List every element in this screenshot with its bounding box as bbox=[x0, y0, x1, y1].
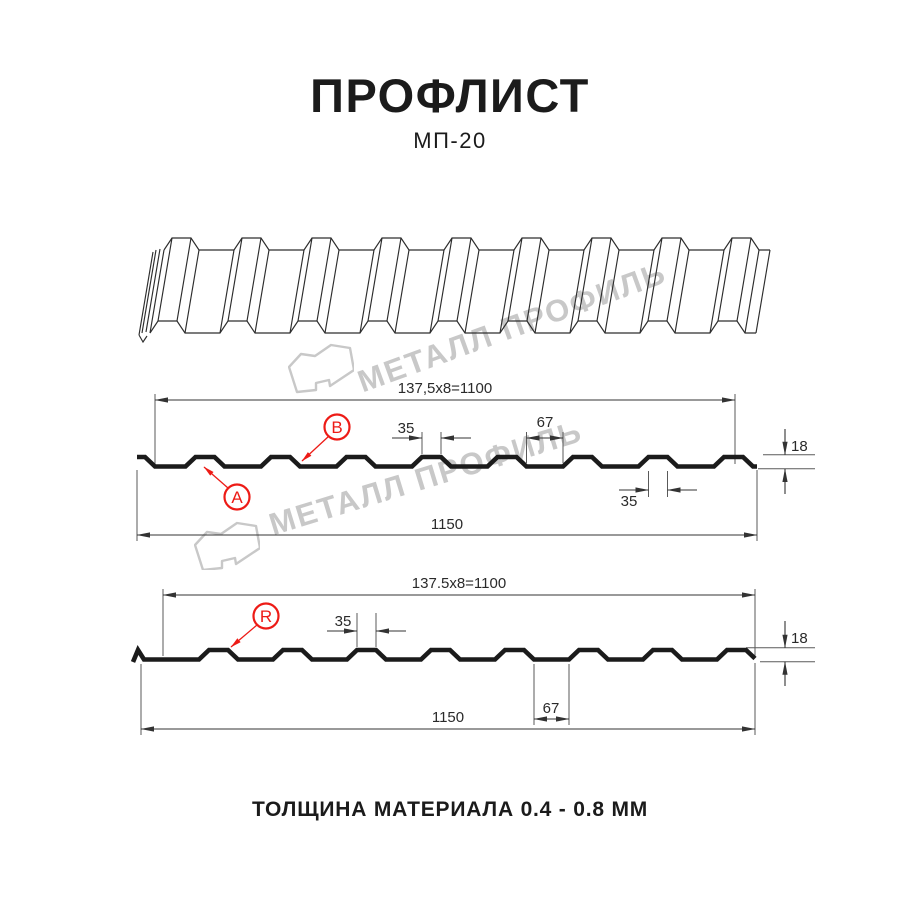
callout-r-circle bbox=[252, 602, 280, 630]
dim-label-height-1: 18 bbox=[791, 438, 808, 455]
metal-profil-logo bbox=[288, 343, 354, 394]
dim-label-valley-width-2: 67 bbox=[543, 700, 560, 717]
profile-outline bbox=[137, 454, 757, 469]
dimension-lines bbox=[140, 592, 788, 732]
dim-label-rib-top-width-2: 35 bbox=[335, 613, 352, 630]
metal-profil-logo-outline bbox=[288, 343, 354, 394]
profile-sheet-3d-view bbox=[138, 237, 771, 344]
callout-b: B bbox=[301, 413, 351, 462]
footer-note: ТОЛЩИНА МАТЕРИАЛА 0.4 - 0.8 ММ bbox=[251, 798, 649, 821]
dim-label-height-2: 18 bbox=[791, 630, 808, 647]
page-subtitle: МП-20 bbox=[413, 128, 487, 153]
sheet-wireframe bbox=[138, 237, 771, 344]
callout-a: A bbox=[203, 466, 251, 511]
dim-label-rib-bottom-width-1: 35 bbox=[621, 493, 638, 510]
cross-section-side-r: 137.5x8=1100 35 67 18 1150 R bbox=[130, 575, 815, 735]
dim-label-overall-width-2: 1150 bbox=[432, 709, 464, 726]
dim-label-pitch-2: 137.5x8=1100 bbox=[412, 575, 506, 592]
callout-b-label: B bbox=[331, 418, 342, 437]
callout-r-label: R bbox=[260, 607, 272, 626]
callout-r-arrow bbox=[230, 624, 258, 648]
cross-section-side-a: 137,5x8=1100 35 67 18 35 1150 A B bbox=[136, 380, 815, 541]
callout-b-arrow bbox=[301, 435, 330, 462]
dim-label-pitch-1: 137,5x8=1100 bbox=[398, 380, 492, 397]
page-title: ПРОФЛИСТ bbox=[310, 69, 590, 122]
profile-outline bbox=[130, 645, 757, 663]
callout-a-circle bbox=[223, 483, 251, 511]
callout-b-circle bbox=[323, 413, 351, 441]
extension-lines bbox=[140, 589, 815, 735]
left-cut-edge-stack bbox=[138, 248, 161, 344]
dim-label-valley-width-1: 67 bbox=[537, 414, 554, 431]
dimension-lines bbox=[136, 397, 788, 538]
dim-label-overall-width-1: 1150 bbox=[431, 516, 463, 533]
dim-label-rib-top-width-1: 35 bbox=[398, 420, 415, 437]
right-cut-edge bbox=[755, 249, 771, 334]
callout-a-arrow bbox=[203, 466, 229, 489]
near-edge-wave bbox=[149, 320, 756, 334]
callout-r: R bbox=[230, 602, 280, 648]
callout-a-label: A bbox=[231, 488, 243, 507]
rib-fold-lines bbox=[149, 237, 760, 334]
